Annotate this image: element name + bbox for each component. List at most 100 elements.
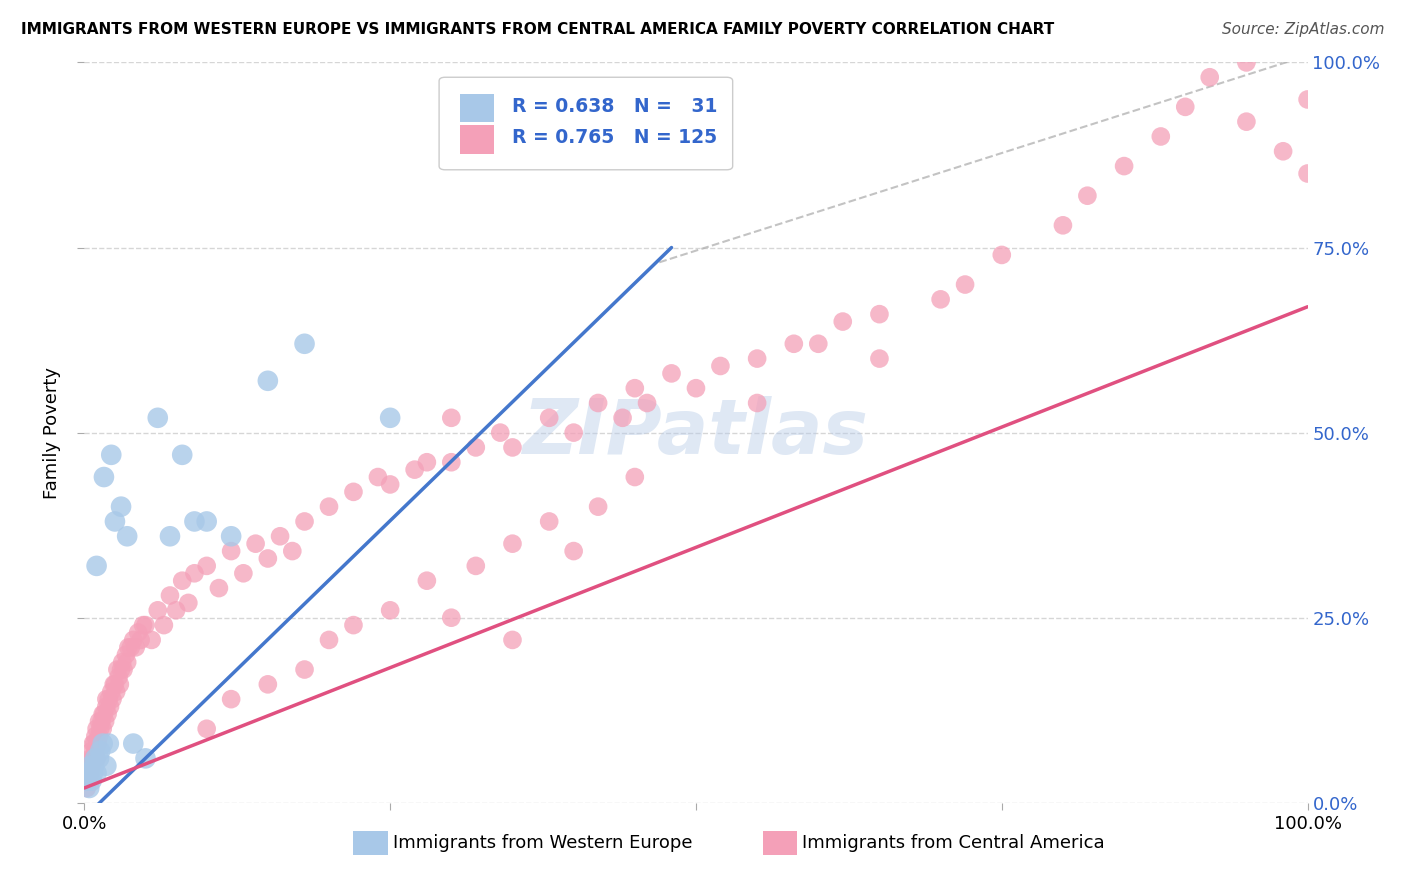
Point (104, 677, 127, 691)
Point (79, 758, 101, 772)
Point (380, 603, 402, 617)
Point (94, 714, 117, 729)
Point (87, 714, 110, 729)
Point (257, 551, 280, 566)
Point (105, 663, 128, 677)
Point (783, 336, 806, 351)
Point (87, 729, 110, 743)
Point (159, 529, 181, 543)
Point (269, 529, 291, 543)
Point (86, 722, 108, 736)
Point (380, 477, 402, 491)
Point (342, 484, 364, 499)
Point (404, 462, 426, 476)
Point (636, 396, 658, 410)
Point (165, 603, 187, 617)
Point (105, 685, 128, 699)
Point (115, 529, 138, 543)
Point (489, 425, 512, 440)
Point (82, 766, 104, 780)
Point (661, 367, 683, 381)
Point (122, 737, 145, 751)
Point (562, 544, 585, 558)
FancyBboxPatch shape (439, 78, 733, 169)
Point (96, 692, 118, 706)
Point (245, 536, 267, 550)
Point (103, 677, 125, 691)
Point (146, 603, 169, 617)
Point (129, 632, 152, 647)
Point (97, 692, 120, 706)
Point (183, 515, 205, 529)
Point (122, 632, 145, 647)
Point (79, 766, 101, 780)
Point (120, 640, 142, 655)
Bar (460, 94, 494, 121)
Bar (763, 831, 797, 855)
Point (219, 544, 242, 558)
Point (135, 618, 157, 632)
Point (538, 410, 561, 425)
Point (82, 751, 104, 765)
Text: ZIPatlas: ZIPatlas (523, 396, 869, 469)
Point (562, 425, 585, 440)
Bar (353, 831, 388, 855)
Point (257, 677, 280, 691)
Point (953, 277, 976, 292)
Text: R = 0.765   N = 125: R = 0.765 N = 125 (513, 128, 717, 147)
Point (183, 566, 205, 581)
Point (77, 758, 100, 772)
Point (991, 248, 1014, 262)
Text: Source: ZipAtlas.com: Source: ZipAtlas.com (1222, 22, 1385, 37)
Point (115, 648, 138, 662)
Point (90, 714, 112, 729)
Point (1150, 129, 1173, 144)
Point (1076, 188, 1098, 202)
Point (153, 618, 176, 632)
Point (624, 470, 647, 484)
Y-axis label: Family Poverty: Family Poverty (44, 367, 62, 499)
Point (1052, 219, 1074, 233)
Point (91, 722, 114, 736)
Point (83, 751, 105, 765)
Point (502, 632, 524, 647)
Point (98, 699, 121, 714)
Point (464, 558, 486, 573)
Point (83, 737, 105, 751)
Point (111, 655, 134, 669)
Point (294, 336, 316, 351)
Point (502, 441, 524, 455)
Point (232, 566, 254, 581)
Point (538, 515, 561, 529)
Point (112, 663, 135, 677)
Point (195, 515, 218, 529)
Point (135, 751, 157, 765)
Point (108, 677, 131, 691)
Point (195, 722, 218, 736)
Point (464, 441, 486, 455)
Point (747, 351, 769, 366)
Point (1236, 114, 1258, 128)
Point (110, 500, 132, 514)
Point (257, 374, 280, 388)
Point (96, 758, 118, 772)
Point (127, 625, 149, 640)
Text: Immigrants from Western Europe: Immigrants from Western Europe (392, 834, 692, 852)
Point (1114, 159, 1136, 173)
Point (1296, 92, 1319, 106)
Point (97, 737, 120, 751)
Point (685, 381, 707, 395)
Point (219, 529, 242, 543)
Point (89, 744, 111, 758)
Point (869, 307, 891, 321)
Point (172, 448, 194, 462)
Point (87, 751, 110, 765)
Point (89, 722, 111, 736)
Point (709, 359, 731, 373)
Point (91, 706, 114, 721)
Point (1272, 145, 1295, 159)
Point (84, 729, 107, 743)
Point (159, 589, 181, 603)
Point (807, 336, 830, 351)
Point (502, 536, 524, 550)
